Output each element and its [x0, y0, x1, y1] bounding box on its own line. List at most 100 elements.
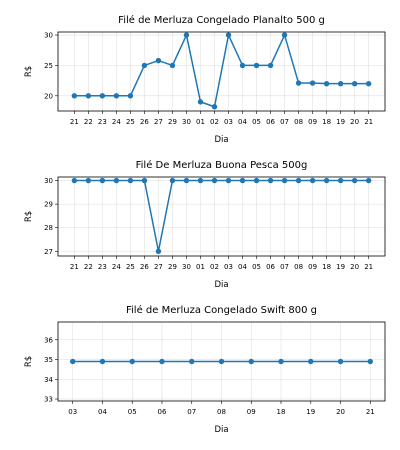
- data-point: [141, 62, 148, 69]
- x-tick-label: 24: [112, 263, 121, 271]
- data-point: [155, 248, 162, 254]
- x-axis-label: Dia: [214, 135, 228, 145]
- data-point: [351, 177, 358, 184]
- data-point: [239, 62, 246, 69]
- data-point: [113, 93, 120, 99]
- x-tick-label: 02: [210, 118, 219, 126]
- chart-title: Filé de Merluza Congelado Swift 800 g: [126, 304, 317, 316]
- x-tick-label: 23: [98, 118, 107, 126]
- x-tick-label: 08: [294, 263, 303, 271]
- x-tick-label: 05: [252, 118, 261, 126]
- data-point: [211, 177, 218, 184]
- x-tick-label: 21: [364, 263, 373, 271]
- chart-1: 21 22 23 24 25 26 27 29 30 01 02 03 04 05 06 07 08 09 18 19…: [24, 14, 386, 145]
- data-point: [253, 177, 260, 184]
- data-point: [183, 32, 190, 38]
- x-tick-label: 27: [154, 118, 163, 126]
- data-point: [197, 99, 204, 105]
- chart-title: Filé de Merluza Congelado Planalto 500 g: [118, 14, 325, 26]
- y-tick-label: 33: [44, 396, 53, 404]
- x-tick-label: 05: [128, 408, 137, 416]
- data-point: [197, 177, 204, 184]
- data-point: [113, 177, 120, 184]
- data-point: [169, 62, 176, 69]
- x-tick-label: 26: [140, 118, 149, 126]
- y-axis-label: R$: [24, 66, 34, 77]
- data-point: [70, 358, 76, 365]
- data-point: [281, 32, 288, 38]
- x-tick-label: 09: [247, 408, 256, 416]
- data-point: [71, 177, 78, 184]
- plot-frame: [57, 176, 386, 257]
- data-point: [267, 177, 274, 184]
- x-tick-label: 18: [322, 263, 331, 271]
- data-point: [309, 177, 316, 184]
- x-tick-label: 06: [266, 118, 275, 126]
- x-tick-label: 04: [238, 118, 247, 126]
- x-tick-label: 05: [252, 263, 261, 271]
- data-point: [337, 177, 344, 184]
- data-point: [189, 358, 195, 365]
- x-tick-label: 08: [217, 408, 226, 416]
- y-tick-label: 30: [44, 177, 53, 185]
- x-tick-label: 03: [224, 263, 233, 271]
- data-point: [99, 93, 106, 99]
- data-point: [365, 177, 372, 184]
- chart-2: 21 22 23 24 25 26 27 29 30 01 02 03 04 05 06 07 08 09 18 19…: [24, 159, 386, 290]
- y-tick-label: 35: [44, 356, 53, 364]
- x-tick-label: 04: [98, 408, 107, 416]
- y-tick-label: 36: [44, 336, 53, 344]
- x-tick-label: 22: [84, 263, 93, 271]
- x-tick-label: 29: [168, 118, 177, 126]
- series-line: [74, 34, 369, 108]
- x-tick-label: 22: [84, 118, 93, 126]
- x-tick-label: 03: [68, 408, 77, 416]
- x-tick-label: 21: [366, 408, 375, 416]
- x-tick-label: 24: [112, 118, 121, 126]
- x-tick-label: 21: [364, 118, 373, 126]
- data-point: [127, 177, 134, 184]
- y-axis-label: R$: [24, 211, 34, 222]
- x-tick-label: 07: [187, 408, 196, 416]
- x-tick-label: 09: [308, 118, 317, 126]
- data-point: [267, 62, 274, 69]
- x-tick-label: 18: [322, 118, 331, 126]
- x-tick-label: 07: [280, 263, 289, 271]
- x-tick-label: 23: [98, 263, 107, 271]
- data-point: [71, 93, 78, 99]
- y-tick-label: 29: [44, 201, 53, 209]
- x-tick-label: 07: [280, 118, 289, 126]
- x-tick-label: 09: [308, 263, 317, 271]
- series-line: [74, 179, 369, 253]
- x-tick-label: 08: [294, 118, 303, 126]
- data-point: [141, 177, 148, 184]
- data-point: [225, 177, 232, 184]
- y-tick-label: 28: [44, 224, 53, 232]
- x-tick-label: 03: [224, 118, 233, 126]
- x-tick-label: 26: [140, 263, 149, 271]
- x-tick-label: 27: [154, 263, 163, 271]
- data-point: [367, 358, 373, 365]
- data-point: [323, 80, 330, 87]
- data-point: [295, 80, 302, 86]
- data-point: [169, 177, 176, 184]
- x-tick-label: 21: [70, 118, 79, 126]
- x-tick-label: 29: [168, 263, 177, 271]
- data-point: [225, 32, 232, 38]
- data-point: [253, 62, 260, 69]
- x-tick-label: 04: [238, 263, 247, 271]
- data-point: [99, 358, 106, 365]
- x-tick-label: 01: [196, 118, 205, 126]
- x-tick-label: 02: [210, 263, 219, 271]
- data-point: [337, 80, 344, 87]
- data-point: [99, 177, 106, 184]
- x-tick-label: 20: [350, 118, 359, 126]
- data-point: [85, 93, 92, 99]
- data-point: [248, 358, 254, 365]
- data-point: [308, 358, 314, 365]
- x-tick-label: 21: [70, 263, 79, 271]
- x-tick-label: 01: [196, 263, 205, 271]
- data-point: [337, 358, 344, 365]
- data-point: [239, 177, 246, 184]
- x-tick-label: 25: [126, 118, 135, 126]
